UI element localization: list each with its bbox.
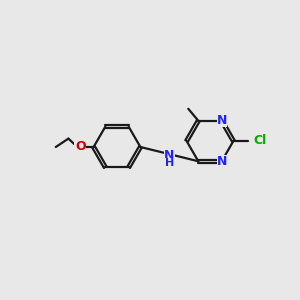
Text: N: N xyxy=(217,114,227,127)
Text: Cl: Cl xyxy=(254,134,267,148)
Text: O: O xyxy=(75,140,86,154)
Text: N: N xyxy=(217,155,227,168)
Text: H: H xyxy=(165,158,174,168)
Text: N: N xyxy=(164,149,175,162)
